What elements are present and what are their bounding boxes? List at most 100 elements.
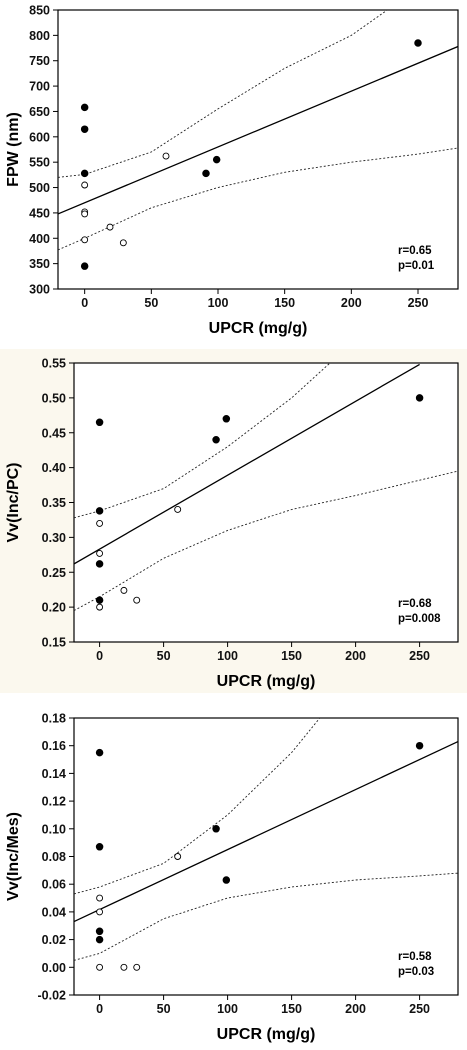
chart-vv-inc-mes-svg: -0.02 0.00 0.02 0.04 0.06 0.08 0.10 0.12 0.14 0.1… [0, 703, 467, 1050]
y-tick-label: 0.18 [42, 712, 66, 726]
x-tick-label: 200 [341, 296, 362, 310]
confidence-band-upper [74, 363, 331, 519]
regression-line [74, 740, 458, 923]
y-tick-label: 0.25 [42, 566, 66, 580]
annotation-p: p=0.03 [398, 966, 434, 978]
y-tick-label: 0.10 [42, 822, 66, 836]
data-point-filled [95, 596, 104, 604]
y-tick-label: 0.55 [42, 357, 66, 371]
y-tick-label: 500 [29, 181, 50, 195]
data-point-open [81, 210, 89, 218]
y-tick-label: 0.50 [42, 391, 66, 405]
data-point-open [133, 596, 141, 604]
x-tick-label: 0 [96, 1002, 103, 1016]
y-tick-label: 0.06 [42, 878, 66, 892]
data-point-open [174, 853, 182, 860]
data-point-open [96, 894, 104, 902]
data-point-filled [212, 825, 220, 833]
plot-frame [73, 717, 459, 996]
x-axis-label: UPCR (mg/g) [217, 1026, 316, 1043]
y-tick-label: 400 [29, 232, 50, 246]
confidence-band-upper [58, 10, 388, 178]
data-point-open [120, 963, 128, 971]
y-tick-label: 300 [29, 283, 50, 297]
data-point-filled [95, 935, 104, 944]
x-tick-label: 150 [274, 296, 295, 310]
y-tick-label: 0.16 [42, 739, 66, 753]
y-tick-label: 700 [29, 80, 50, 94]
data-point-filled [80, 262, 89, 270]
x-tick-label: 100 [208, 296, 229, 310]
annotation-p: p=0.008 [398, 613, 441, 625]
x-tick-label: 100 [217, 1002, 238, 1016]
data-point-open [174, 506, 182, 513]
data-point-open [120, 586, 128, 594]
data-point-open [96, 549, 104, 557]
x-tick-label: 0 [81, 296, 88, 310]
y-axis-label: FPW (nm) [5, 112, 22, 187]
x-tick-label: 250 [409, 1002, 430, 1016]
data-point-open [133, 963, 141, 971]
data-point-filled [202, 169, 210, 178]
annotation-r: r=0.65 [398, 245, 432, 257]
y-tick-label: 850 [29, 4, 50, 18]
data-point-open [162, 152, 170, 160]
x-tick-label: 250 [408, 296, 429, 310]
data-point-filled [212, 155, 221, 164]
y-tick-label: 0.20 [42, 601, 66, 615]
x-tick-label: 50 [144, 296, 158, 310]
regression-line [74, 363, 420, 565]
data-point-filled [212, 435, 220, 444]
data-point-filled [80, 103, 89, 112]
data-point-open [119, 239, 127, 247]
y-tick-label: 0.14 [42, 767, 66, 781]
x-tick-label: 200 [345, 649, 366, 663]
chart-vv-inc-mes: -0.02 0.00 0.02 0.04 0.06 0.08 0.10 0.12 0.14 0.1… [0, 703, 467, 1050]
y-tick-label: 0.30 [42, 531, 66, 545]
y-tick-label: 0.40 [42, 461, 66, 475]
data-point-filled [95, 418, 104, 427]
confidence-band-lower [74, 872, 458, 961]
x-axis-label: UPCR (mg/g) [209, 320, 308, 337]
chart-fpw-svg: 300 350 400 450 500 550 600 650 700 750 800 850 0 50 1… [0, 0, 467, 340]
y-tick-label: 550 [29, 156, 50, 170]
x-tick-label: 50 [157, 649, 171, 663]
data-point-filled [222, 876, 231, 884]
y-tick-label: 0.35 [42, 496, 66, 510]
y-tick-label: -0.02 [38, 989, 67, 1003]
y-tick-label: 0.04 [42, 905, 66, 919]
y-tick-label: 0.02 [42, 933, 66, 947]
y-tick-label: 0.00 [42, 961, 66, 975]
x-tick-label: 250 [409, 649, 430, 663]
annotation-p: p=0.01 [398, 260, 435, 272]
data-point-open [96, 519, 104, 527]
y-tick-label: 650 [29, 105, 50, 119]
y-tick-label: 600 [29, 130, 50, 144]
data-point-filled [95, 927, 104, 936]
data-point-open [96, 908, 104, 916]
data-point-filled [415, 394, 424, 402]
y-tick-label: 450 [29, 206, 50, 220]
data-point-filled [415, 741, 424, 750]
y-tick-label: 0.12 [42, 795, 66, 809]
y-tick-label: 750 [29, 54, 50, 68]
annotation-r: r=0.68 [398, 598, 432, 610]
y-tick-label: 0.08 [42, 850, 66, 864]
x-tick-label: 150 [281, 1002, 302, 1016]
data-point-open [81, 236, 89, 244]
regression-line [58, 45, 458, 215]
confidence-band-lower [58, 147, 458, 251]
data-point-open [81, 181, 89, 189]
confidence-band-lower [74, 470, 458, 611]
x-axis-label: UPCR (mg/g) [217, 673, 316, 690]
y-tick-label: 350 [29, 257, 50, 271]
y-tick-label: 800 [29, 29, 50, 43]
y-tick-label: 0.45 [42, 426, 66, 440]
data-point-open [96, 603, 104, 611]
x-tick-label: 150 [281, 649, 302, 663]
y-tick-label: 0.15 [42, 636, 66, 650]
x-tick-label: 200 [345, 1002, 366, 1016]
data-point-filled [95, 843, 104, 851]
data-point-filled [222, 415, 231, 423]
data-point-filled [414, 39, 422, 47]
